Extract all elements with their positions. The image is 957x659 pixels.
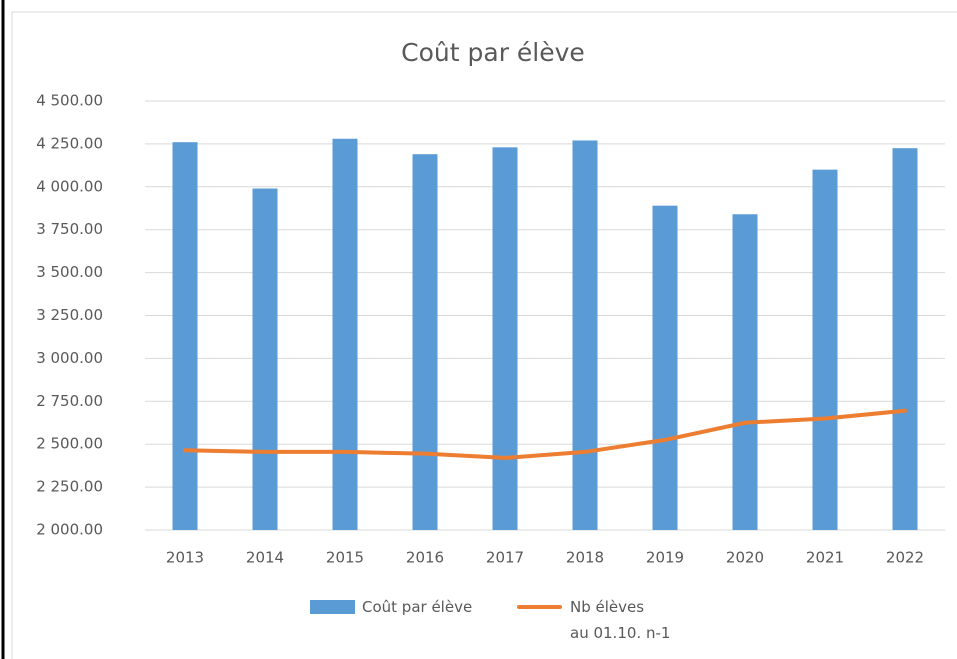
- legend-swatch: [517, 605, 562, 609]
- legend-label: Coût par élève: [362, 598, 473, 616]
- y-tick-label: 4 500.00: [36, 92, 103, 110]
- y-tick-label: 2 500.00: [36, 435, 103, 453]
- bar: [732, 214, 758, 531]
- y-tick-label: 2 000.00: [36, 521, 103, 539]
- y-tick-label: 4 250.00: [36, 134, 103, 152]
- x-tick-label: 2019: [646, 549, 684, 567]
- bar: [572, 140, 598, 530]
- bar: [332, 138, 358, 530]
- chart-title: Coût par élève: [401, 38, 585, 67]
- x-tick-label: 2018: [566, 549, 604, 567]
- x-tick-label: 2020: [726, 549, 764, 567]
- legend-label: Nb élèves au 01.10. n-1: [570, 598, 671, 642]
- bar: [892, 148, 918, 530]
- y-tick-label: 3 500.00: [36, 263, 103, 281]
- legend-swatch: [310, 600, 355, 614]
- x-tick-label: 2022: [886, 549, 924, 567]
- bar: [492, 147, 518, 530]
- y-tick-label: 4 000.00: [36, 177, 103, 195]
- bar: [252, 188, 278, 531]
- chart-frame: [11, 11, 957, 659]
- y-tick-label: 2 750.00: [36, 392, 103, 410]
- x-tick-label: 2016: [406, 549, 444, 567]
- y-tick-label: 2 250.00: [36, 478, 103, 496]
- bar: [412, 154, 438, 531]
- bar: [652, 205, 678, 530]
- x-tick-label: 2014: [246, 549, 284, 567]
- x-tick-label: 2021: [806, 549, 844, 567]
- x-tick-label: 2013: [166, 549, 204, 567]
- line: [183, 408, 907, 460]
- bar: [812, 169, 838, 530]
- y-tick-label: 3 750.00: [36, 220, 103, 238]
- x-tick-label: 2017: [486, 549, 524, 567]
- bar: [172, 142, 198, 530]
- y-tick-label: 3 250.00: [36, 306, 103, 324]
- x-tick-label: 2015: [326, 549, 364, 567]
- y-tick-label: 3 000.00: [36, 349, 103, 367]
